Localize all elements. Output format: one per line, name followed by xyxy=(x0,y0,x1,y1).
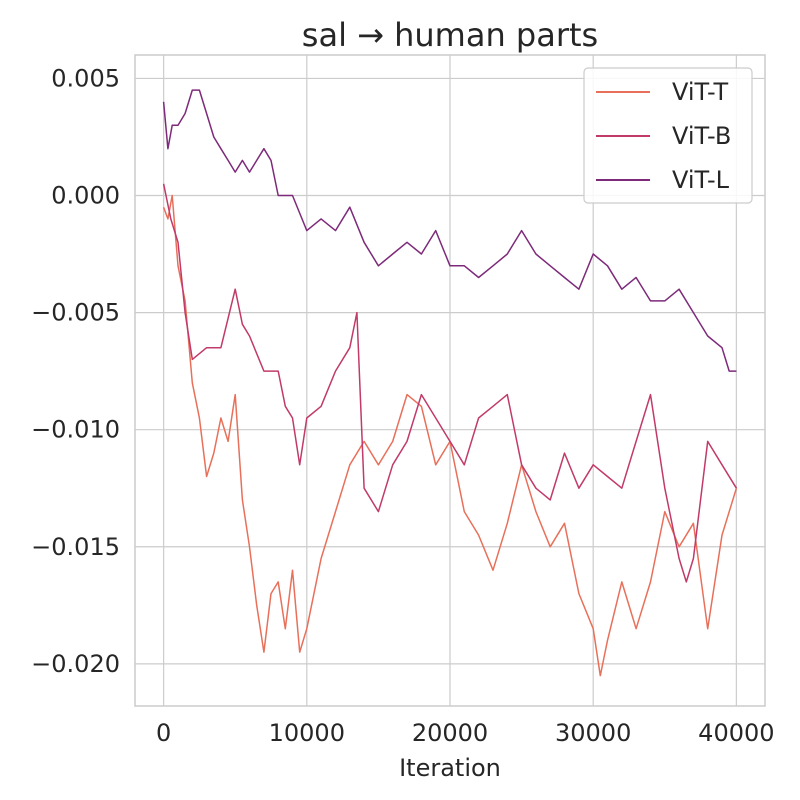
axis-ticks: 0 10000 20000 30000 40000 0.005 0.000 −0.005 −0.… xyxy=(31,64,774,747)
x-tick-label: 30000 xyxy=(555,719,631,747)
chart-title: sal → human parts xyxy=(302,16,598,54)
legend-label: ViT-B xyxy=(672,122,731,150)
y-tick-label: −0.020 xyxy=(31,650,120,678)
series-line-vit-b xyxy=(162,183,738,583)
x-tick-label: 40000 xyxy=(698,719,774,747)
y-tick-label: 0.005 xyxy=(51,64,120,92)
y-tick-label: −0.015 xyxy=(31,533,120,561)
x-tick-label: 20000 xyxy=(412,719,488,747)
y-tick-label: −0.005 xyxy=(31,299,120,327)
x-tick-label: 10000 xyxy=(269,719,345,747)
y-tick-label: 0.000 xyxy=(51,182,120,210)
legend-label: ViT-T xyxy=(672,78,728,106)
legend: ViT-T ViT-B ViT-L xyxy=(583,67,753,204)
series-line-vit-l xyxy=(162,89,737,372)
legend-box xyxy=(583,67,753,204)
legend-label: ViT-L xyxy=(672,166,730,194)
series-line-vit-t xyxy=(162,194,738,677)
x-axis-label: Iteration xyxy=(399,754,501,782)
series-layer xyxy=(162,89,738,677)
y-tick-label: −0.010 xyxy=(31,416,120,444)
grid xyxy=(135,55,765,706)
plot-frame xyxy=(134,54,766,707)
x-tick-label: 0 xyxy=(156,719,171,747)
